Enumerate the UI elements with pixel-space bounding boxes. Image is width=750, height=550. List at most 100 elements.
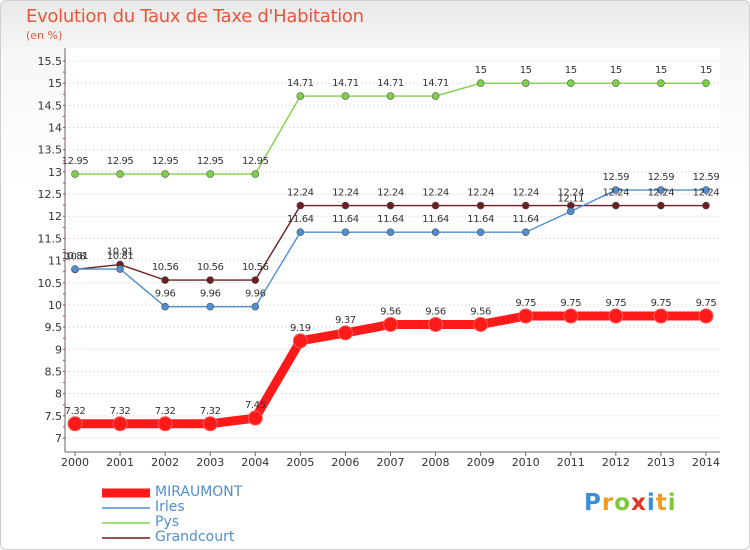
chart-unit-label: (en %) (26, 29, 63, 42)
data-point-miraumont (428, 316, 444, 332)
x-tick-label: 2011 (557, 456, 585, 469)
data-point-pys (702, 79, 710, 87)
data-point-irles (612, 186, 620, 194)
data-point-miraumont (698, 308, 714, 324)
data-label-miraumont: 9.75 (651, 298, 672, 309)
y-tick-label: 8 (55, 388, 62, 401)
data-label-miraumont: 9.19 (290, 323, 311, 334)
data-label-grandcourt: 12.24 (512, 188, 539, 199)
data-point-grandcourt (386, 201, 395, 210)
data-label-grandcourt: 12.24 (422, 188, 449, 199)
data-label-pys: 15 (475, 65, 487, 76)
data-point-grandcourt (476, 201, 485, 210)
data-point-pys (296, 92, 305, 100)
data-label-pys: 14.71 (377, 78, 404, 89)
data-point-pys (161, 170, 169, 178)
x-tick-label: 2009 (467, 456, 495, 469)
x-tick-label: 2005 (286, 456, 314, 469)
data-label-miraumont: 9.75 (606, 298, 627, 309)
proxiti-logo: Proxiti (584, 490, 677, 516)
y-tick-label: 14 (48, 122, 62, 135)
data-point-grandcourt (341, 201, 350, 210)
data-label-irles: 11.64 (467, 214, 494, 225)
data-label-miraumont: 7.32 (65, 406, 86, 417)
data-label-irles: 12.59 (693, 172, 720, 183)
data-point-miraumont (653, 308, 669, 324)
data-label-miraumont: 7.32 (110, 406, 131, 417)
data-point-irles (296, 228, 305, 237)
y-tick-label: 9 (55, 343, 62, 356)
x-tick-label: 2000 (61, 456, 89, 469)
y-tick-label: 7.5 (45, 410, 63, 423)
data-label-pys: 14.71 (332, 78, 359, 89)
data-label-miraumont: 9.56 (425, 306, 446, 317)
data-point-pys (251, 170, 260, 178)
legend-label-irles: Irles (155, 499, 185, 515)
plot-area (65, 48, 720, 452)
data-label-pys: 12.95 (62, 156, 89, 167)
y-tick-label: 9.5 (45, 321, 63, 334)
data-label-irles: 11.64 (512, 214, 539, 225)
data-label-grandcourt: 12.24 (467, 188, 494, 199)
legend-label-miraumont: MIRAUMONT (155, 484, 243, 500)
data-point-grandcourt (161, 276, 169, 284)
data-label-irles: 9.96 (245, 289, 266, 300)
data-point-miraumont (518, 308, 534, 324)
data-label-grandcourt: 10.8 (65, 251, 86, 262)
data-point-irles (161, 302, 169, 311)
legend-swatch-miraumont (102, 488, 150, 498)
data-point-grandcourt (431, 201, 440, 210)
data-label-irles: 11.64 (287, 214, 314, 225)
data-label-irles: 11.64 (377, 214, 404, 225)
data-point-miraumont (608, 308, 624, 324)
x-tick-label: 2008 (422, 456, 450, 469)
data-label-miraumont: 7.32 (200, 406, 221, 417)
data-point-irles (521, 228, 530, 237)
data-label-miraumont: 9.75 (696, 298, 717, 309)
data-label-grandcourt: 12.24 (603, 188, 630, 199)
x-tick-label: 2013 (647, 456, 675, 469)
x-tick-label: 2014 (692, 456, 720, 469)
data-label-pys: 12.95 (107, 156, 134, 167)
data-point-irles (702, 186, 710, 194)
data-label-irles: 12.59 (603, 172, 630, 183)
x-tick-label: 2003 (196, 456, 224, 469)
data-label-miraumont: 9.56 (470, 306, 491, 317)
data-label-grandcourt: 12.24 (557, 188, 584, 199)
y-tick-label: 10 (48, 299, 62, 312)
data-label-miraumont: 7.45 (245, 400, 266, 411)
x-tick-label: 2002 (151, 456, 179, 469)
data-point-grandcourt (521, 201, 530, 210)
y-tick-label: 8.5 (45, 365, 63, 378)
data-label-grandcourt: 12.24 (693, 188, 720, 199)
legend-swatch-irles (102, 507, 150, 509)
y-tick-label: 11.5 (38, 232, 63, 245)
data-label-miraumont: 7.32 (155, 406, 176, 417)
data-point-irles (657, 186, 665, 194)
data-point-pys (521, 79, 530, 87)
y-tick-label: 14.5 (38, 99, 63, 112)
data-label-irles: 12.59 (648, 172, 675, 183)
data-label-pys: 15 (610, 65, 622, 76)
data-point-miraumont (337, 325, 353, 341)
data-label-miraumont: 9.75 (560, 298, 581, 309)
data-label-grandcourt: 12.24 (287, 188, 314, 199)
data-label-pys: 15 (655, 65, 667, 76)
data-point-irles (71, 265, 79, 273)
data-point-irles (251, 302, 260, 311)
data-label-miraumont: 9.56 (380, 306, 401, 317)
data-point-pys (476, 79, 485, 87)
x-tick-label: 2007 (376, 456, 404, 469)
data-point-pys (386, 92, 395, 100)
data-label-pys: 15 (700, 65, 712, 76)
data-point-irles (476, 228, 485, 237)
data-label-grandcourt: 12.24 (332, 188, 359, 199)
legend-label-pys: Pys (155, 514, 180, 530)
data-point-miraumont (382, 316, 398, 332)
legend-swatch-grandcourt (102, 537, 150, 539)
data-point-irles (566, 207, 575, 216)
y-tick-label: 13.5 (38, 144, 63, 157)
data-point-pys (341, 92, 350, 100)
data-point-grandcourt (612, 201, 620, 210)
